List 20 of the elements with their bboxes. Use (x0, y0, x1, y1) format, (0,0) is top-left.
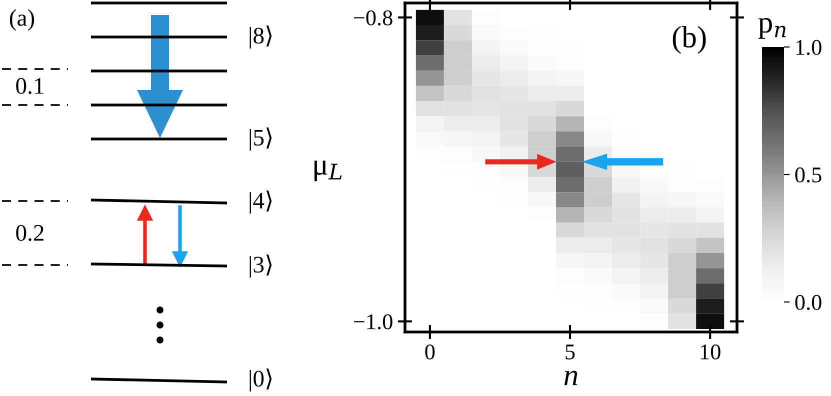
x-tick-label: 5 (566, 344, 575, 360)
x-axis-title: n (564, 370, 578, 386)
color-bar-label: 1.0 (796, 40, 822, 56)
y-tick-label: −0.8 (354, 10, 392, 26)
text: |0⟩ (250, 368, 272, 392)
text: |8⟩ (250, 25, 272, 49)
text: |3⟩ (250, 254, 272, 278)
color-bar-label: 0.0 (795, 294, 822, 310)
text: |5⟩ (250, 127, 272, 151)
text: |4⟩ (250, 190, 272, 214)
text: (a) (10, 9, 34, 31)
x-tick-label: 10 (700, 344, 720, 360)
text: 0.2 (16, 224, 44, 242)
color-bar-label: 0.5 (795, 167, 822, 183)
annotation: (b) (672, 26, 706, 54)
y-axis-title: μ$_{L}$ (314, 160, 342, 182)
text: 0.1 (16, 78, 44, 94)
x-tick-label: 0 (425, 344, 435, 360)
color-bar-title: p$_{n}$ (758, 18, 786, 39)
y-tick-label: −1.0 (354, 314, 392, 330)
